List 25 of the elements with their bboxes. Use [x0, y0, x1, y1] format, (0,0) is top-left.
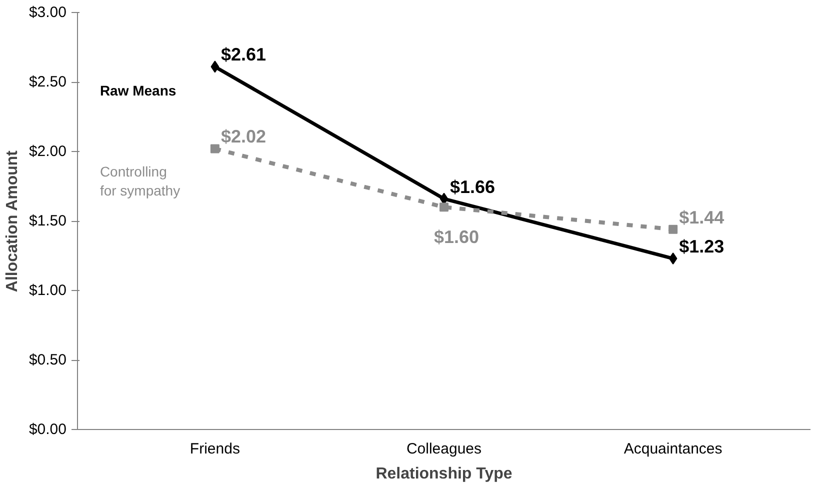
x-tick-label: Friends [190, 440, 240, 458]
point [668, 224, 678, 234]
data-label: $1.44 [679, 207, 724, 228]
x-tick-label: Colleagues [406, 440, 482, 458]
point [210, 60, 220, 73]
x-tick-label: Acquaintances [624, 440, 722, 458]
point [668, 252, 678, 265]
data-label: $1.23 [679, 236, 724, 257]
y-tick-label: $0.00 [28, 421, 67, 438]
data-label: $1.60 [434, 227, 480, 248]
y-axis-title: Allocation Amount [4, 150, 21, 292]
point [440, 202, 448, 212]
y-tick-label: $1.50 [28, 212, 67, 230]
data-label: $2.61 [220, 44, 266, 65]
y-tick-label: $1.00 [28, 282, 67, 299]
y-tick-label: $2.00 [28, 143, 67, 160]
point [210, 144, 220, 154]
data-label: $1.66 [450, 176, 496, 197]
y-tick-label: $0.50 [28, 352, 67, 368]
data-label: $2.02 [220, 126, 266, 147]
text: Controlling for sympathy [100, 164, 180, 199]
y-tick-label: $2.50 [28, 74, 67, 90]
x-axis-title: Relationship Type [376, 466, 512, 482]
y-tick-label: $3.00 [28, 4, 67, 21]
text: Raw Means [100, 82, 176, 99]
